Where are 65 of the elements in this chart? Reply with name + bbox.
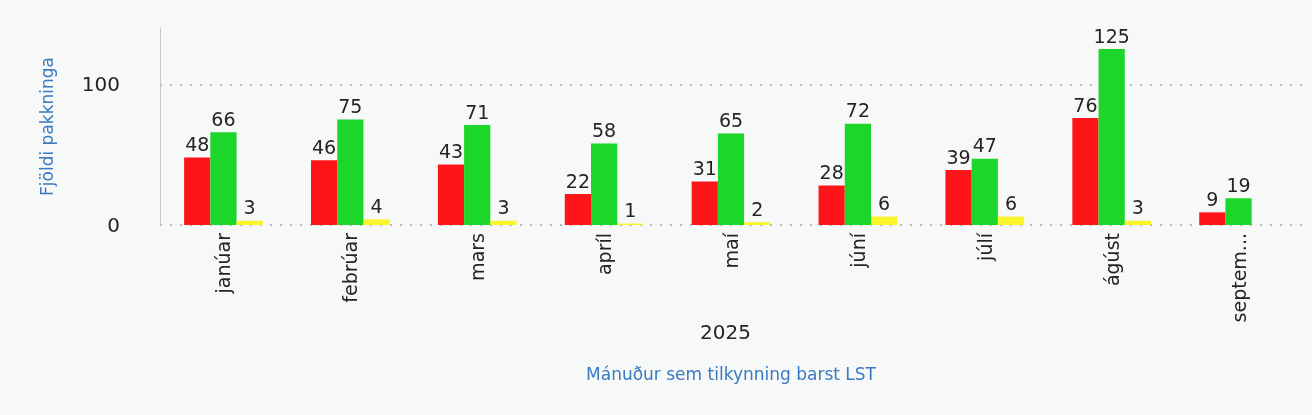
bar (210, 132, 237, 225)
data-label: 3 (1131, 196, 1144, 219)
data-label: 4 (370, 194, 383, 217)
bar (464, 125, 491, 225)
x-tick-label: júní (846, 232, 869, 269)
data-label: 76 (1073, 93, 1098, 116)
bar (871, 216, 898, 225)
text: 2025 (700, 320, 751, 344)
data-label: 46 (312, 135, 337, 158)
data-label: 71 (465, 100, 490, 123)
x-tick-label: janúar (212, 232, 235, 295)
bar (1098, 49, 1125, 225)
data-label: 6 (1004, 192, 1018, 215)
bar (971, 158, 998, 225)
bar (744, 222, 771, 225)
bar (437, 164, 465, 225)
bar (997, 216, 1025, 225)
data-label: 1 (624, 199, 637, 222)
data-label: 9 (1206, 187, 1219, 210)
x-tick-label: júlí (973, 232, 996, 262)
bar (844, 123, 871, 225)
data-label: 72 (845, 99, 870, 122)
x-tick-label: ágúst (1100, 233, 1123, 287)
bar (184, 157, 211, 225)
bar (236, 220, 263, 225)
bar (490, 220, 517, 225)
data-label: 58 (592, 118, 617, 141)
data-label: 39 (946, 145, 971, 168)
bar (1199, 212, 1226, 225)
y-tick-label: 0 (107, 213, 120, 237)
data-label: 19 (1226, 173, 1251, 196)
bar (591, 143, 618, 225)
x-tick-label: mars (466, 233, 489, 281)
data-label: 48 (185, 132, 210, 155)
y-axis-title: Fjöldi pakkninga (36, 57, 57, 196)
data-label: 43 (438, 139, 464, 162)
data-label: 22 (565, 169, 590, 192)
bar (1124, 220, 1151, 225)
bar (691, 181, 718, 225)
data-label: 6 (878, 192, 891, 215)
bar (311, 160, 338, 225)
bar (564, 194, 591, 225)
bar (945, 170, 972, 225)
y-tick-label: 100 (81, 72, 120, 97)
bar (1225, 198, 1252, 225)
x-tick-label: apríl (593, 233, 616, 276)
data-label: 31 (692, 156, 717, 179)
x-tick-label: septem... (1227, 233, 1250, 323)
data-label: 28 (819, 161, 844, 184)
data-label: 2 (751, 197, 764, 220)
x-axis-title: Mánuður sem tilkynning barst LST (586, 363, 877, 384)
bar (818, 185, 845, 225)
data-label: 75 (338, 94, 363, 117)
data-label: 65 (718, 109, 744, 132)
bar (1072, 118, 1099, 225)
data-label: 125 (1093, 24, 1130, 47)
bar (337, 119, 364, 225)
data-label: 66 (211, 107, 236, 130)
data-label: 47 (972, 134, 997, 157)
x-tick-label: maí (720, 232, 742, 269)
data-label: 3 (497, 196, 510, 219)
bar (363, 219, 390, 225)
x-tick-label: febrúar (339, 232, 362, 303)
bar (717, 133, 745, 225)
data-label: 3 (243, 196, 256, 219)
